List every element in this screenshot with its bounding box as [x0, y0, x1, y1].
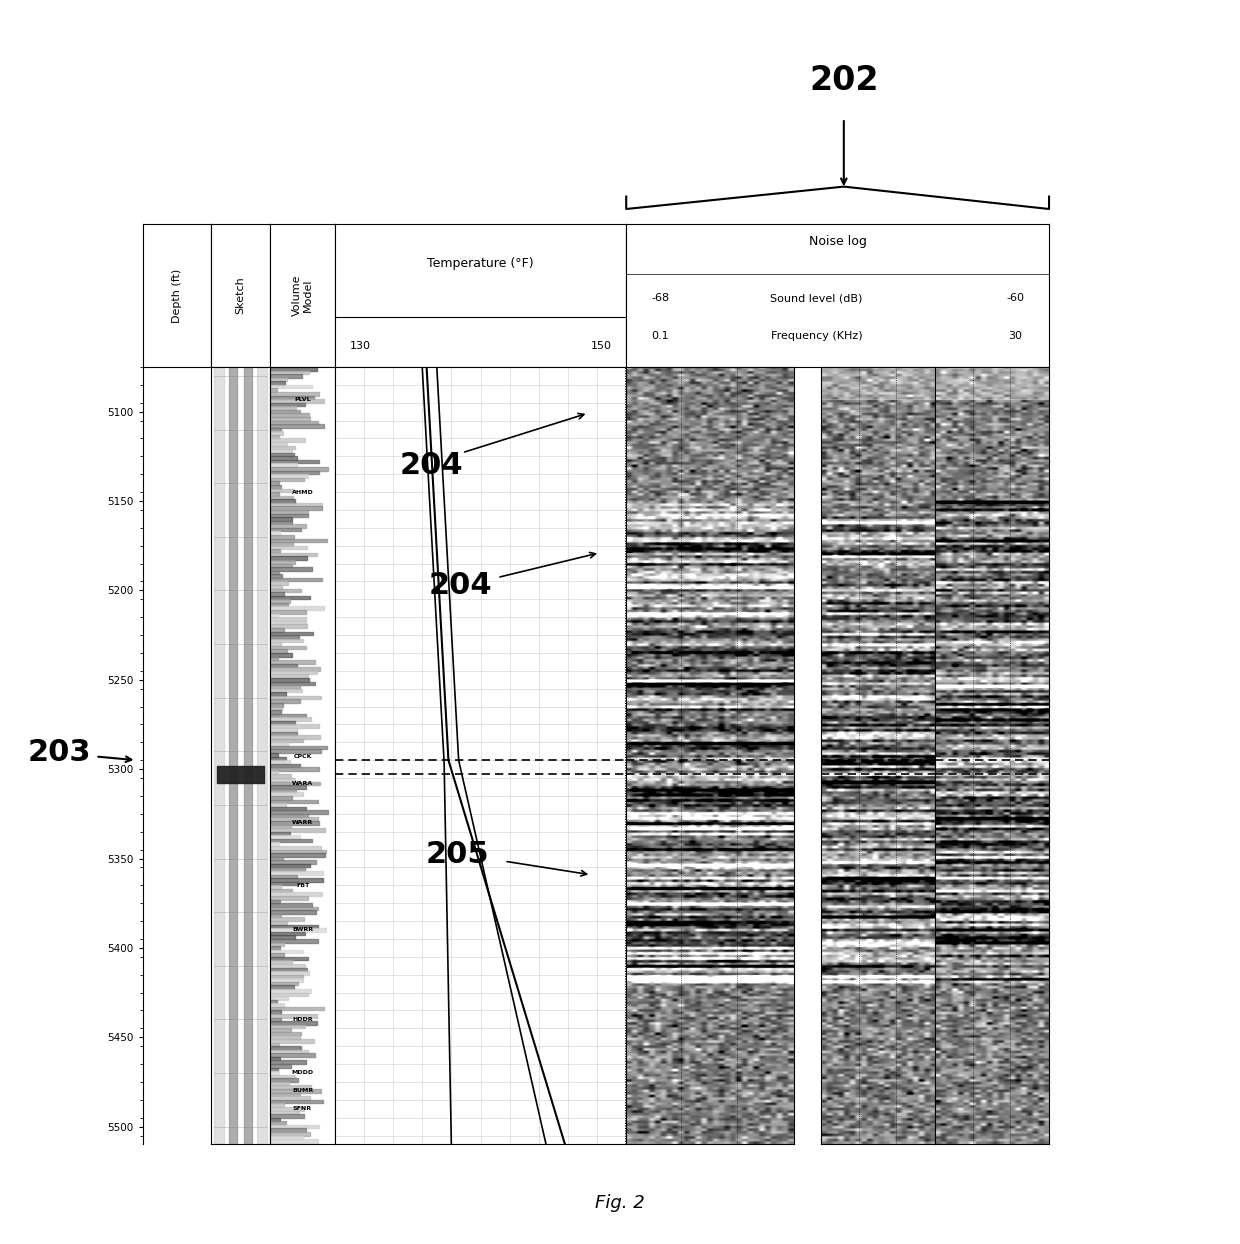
- Text: -68: -68: [651, 294, 670, 304]
- Text: Sketch: Sketch: [236, 276, 246, 315]
- Text: 203: 203: [27, 738, 91, 768]
- Text: BWRR: BWRR: [291, 928, 314, 933]
- Text: HDDR: HDDR: [293, 1016, 312, 1021]
- Text: FBT: FBT: [296, 883, 309, 888]
- Text: WARA: WARA: [291, 781, 314, 786]
- Text: BUMR: BUMR: [291, 1088, 314, 1093]
- Text: Noise log: Noise log: [808, 235, 867, 248]
- Text: PLVL: PLVL: [294, 397, 311, 402]
- Text: -60: -60: [1006, 294, 1024, 304]
- Text: Sound level (dB): Sound level (dB): [770, 294, 863, 304]
- Text: CPCK: CPCK: [294, 754, 311, 759]
- Text: SFNR: SFNR: [293, 1106, 312, 1111]
- Text: Volume
Model: Volume Model: [291, 275, 314, 316]
- Text: MDDD: MDDD: [291, 1071, 314, 1076]
- Text: Fig. 2: Fig. 2: [595, 1194, 645, 1212]
- Text: Frequency (KHz): Frequency (KHz): [771, 331, 862, 341]
- Text: 150: 150: [590, 341, 611, 351]
- Text: 0.1: 0.1: [651, 331, 668, 341]
- Text: 205: 205: [425, 841, 489, 870]
- Text: Temperature (°F): Temperature (°F): [428, 258, 533, 270]
- Text: AHMD: AHMD: [291, 490, 314, 495]
- Text: 130: 130: [350, 341, 371, 351]
- Text: 30: 30: [1008, 331, 1022, 341]
- Text: WARR: WARR: [291, 820, 314, 825]
- Text: 204: 204: [399, 450, 463, 480]
- Text: Depth (ft): Depth (ft): [171, 269, 182, 322]
- Text: 204: 204: [428, 571, 492, 600]
- Text: 202: 202: [808, 65, 879, 97]
